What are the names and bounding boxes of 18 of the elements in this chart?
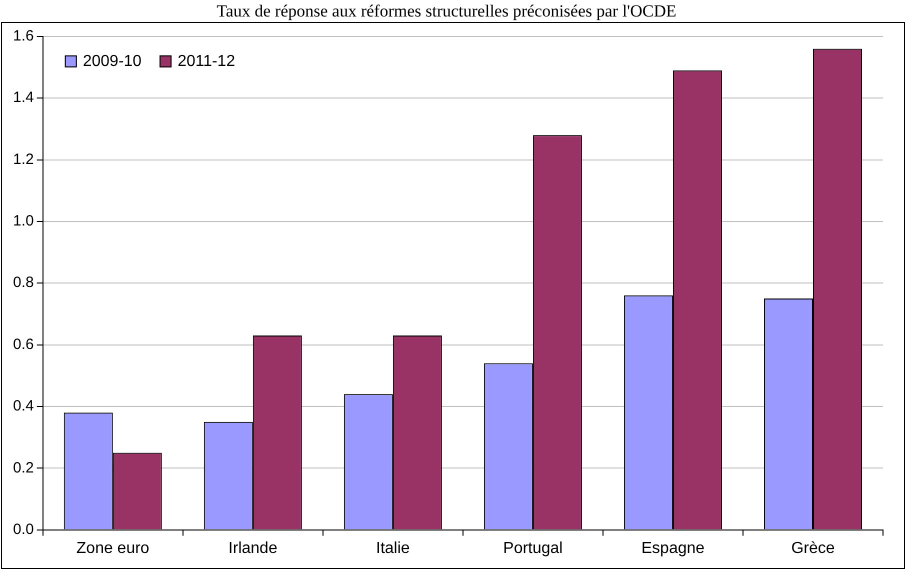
- y-tick-label: 1.0: [12, 212, 34, 230]
- x-tick-label: Portugal: [503, 540, 563, 557]
- x-tick-label: Grèce: [791, 540, 835, 557]
- y-tick-label: 1.6: [12, 28, 34, 45]
- y-tick-label: 1.4: [12, 89, 34, 106]
- x-tick-label: Irlande: [228, 540, 278, 557]
- x-tick-label: Zone euro: [76, 540, 150, 557]
- y-tick-label: 0.4: [12, 398, 34, 415]
- legend-label: 2009-10: [82, 52, 142, 70]
- x-tick-label: Italie: [376, 540, 410, 557]
- legend-label: 2011-12: [178, 52, 236, 70]
- y-tick-label: 0.6: [12, 336, 34, 353]
- y-tick-label: 1.2: [12, 150, 34, 168]
- y-tick-label: 0.8: [12, 274, 34, 292]
- chart-title: Taux de réponse aux réformes structurelles préconisées par l'OCDE: [216, 2, 676, 21]
- x-tick-label: Espagne: [641, 540, 705, 557]
- y-tick-label: 0.2: [12, 459, 34, 476]
- y-tick-label: 0.0: [12, 520, 34, 538]
